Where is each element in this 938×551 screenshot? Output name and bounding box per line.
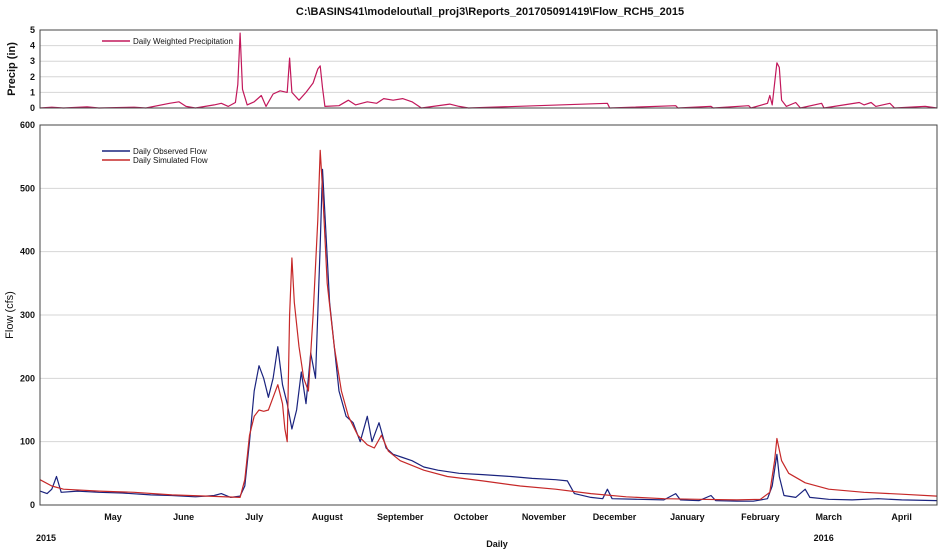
flow-x-axis-label: Daily bbox=[486, 539, 508, 549]
y-tick-label: 100 bbox=[20, 437, 35, 447]
x-tick-label: June bbox=[173, 512, 194, 522]
legend-label: Daily Observed Flow bbox=[133, 147, 207, 156]
year-label: 2015 bbox=[36, 533, 56, 543]
y-tick-label: 0 bbox=[30, 103, 35, 113]
y-tick-label: 2 bbox=[30, 72, 35, 82]
y-tick-label: 1 bbox=[30, 87, 35, 97]
series-line bbox=[39, 32, 938, 109]
series-line bbox=[39, 149, 938, 501]
precip-y-axis-label: Precip (in) bbox=[6, 42, 18, 96]
series-line bbox=[39, 168, 938, 502]
y-tick-label: 500 bbox=[20, 183, 35, 193]
chart-title: C:\BASINS41\modelout\all_proj3\Reports_2… bbox=[296, 6, 684, 18]
year-label: 2016 bbox=[814, 533, 834, 543]
y-tick-label: 5 bbox=[30, 25, 35, 35]
x-tick-label: December bbox=[593, 512, 637, 522]
x-tick-label: September bbox=[377, 512, 424, 522]
flow-plot-frame bbox=[39, 124, 938, 506]
x-tick-label: January bbox=[670, 512, 705, 522]
y-tick-label: 3 bbox=[30, 56, 35, 66]
precip-plot: 0 1 2 3 4 5 Daily Weighted Precipitation bbox=[30, 25, 938, 113]
x-tick-label: November bbox=[522, 512, 567, 522]
y-tick-label: 0 bbox=[30, 500, 35, 510]
x-tick-label: July bbox=[245, 512, 263, 522]
x-tick-label: March bbox=[815, 512, 842, 522]
y-tick-label: 600 bbox=[20, 120, 35, 130]
flow-plot: 0 100 200 300 400 500 600 Daily Observed FlowDa… bbox=[20, 120, 938, 543]
y-tick-label: 400 bbox=[20, 247, 35, 257]
y-tick-label: 200 bbox=[20, 373, 35, 383]
precip-plot-frame bbox=[39, 29, 938, 109]
x-tick-label: April bbox=[891, 512, 912, 522]
x-tick-label: February bbox=[741, 512, 780, 522]
x-tick-label: October bbox=[454, 512, 489, 522]
x-tick-label: May bbox=[104, 512, 122, 522]
y-tick-label: 4 bbox=[30, 41, 35, 51]
flow-y-axis-label: Flow (cfs) bbox=[4, 291, 16, 339]
legend-label: Daily Weighted Precipitation bbox=[133, 37, 233, 46]
y-tick-label: 300 bbox=[20, 310, 35, 320]
legend-label: Daily Simulated Flow bbox=[133, 156, 208, 165]
x-tick-label: August bbox=[312, 512, 343, 522]
